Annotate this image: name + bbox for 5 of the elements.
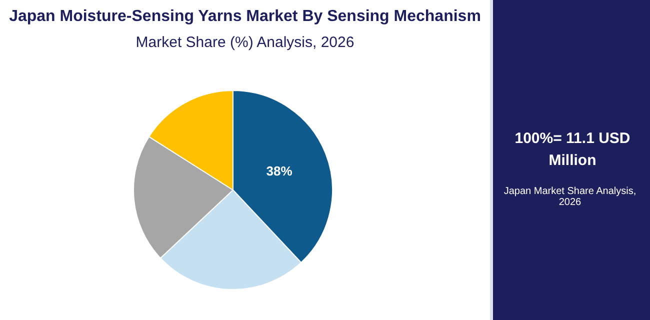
data-label: 38% bbox=[266, 163, 293, 178]
text: 100%= 11.1 USD Million bbox=[514, 129, 632, 171]
text: Japan Market Share Analysis, 2026 bbox=[502, 186, 638, 208]
chart-title: Japan Moisture-Sensing Yarns Market By Sensing Mechanism bbox=[8, 8, 482, 26]
chart-subtitle: Market Share (%) Analysis, 2026 bbox=[134, 34, 356, 51]
